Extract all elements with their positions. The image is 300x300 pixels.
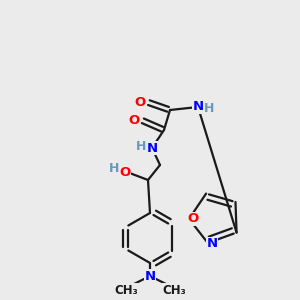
Text: H: H — [204, 101, 214, 115]
Text: O: O — [134, 95, 146, 109]
Text: O: O — [119, 166, 130, 178]
Text: N: N — [192, 100, 204, 113]
Text: O: O — [188, 212, 199, 225]
Text: H: H — [136, 140, 146, 154]
Text: O: O — [128, 113, 140, 127]
Text: N: N — [144, 269, 156, 283]
Text: N: N — [146, 142, 158, 154]
Text: CH₃: CH₃ — [162, 284, 186, 296]
Text: CH₃: CH₃ — [114, 284, 138, 296]
Text: N: N — [206, 238, 218, 250]
Text: H: H — [109, 163, 119, 176]
